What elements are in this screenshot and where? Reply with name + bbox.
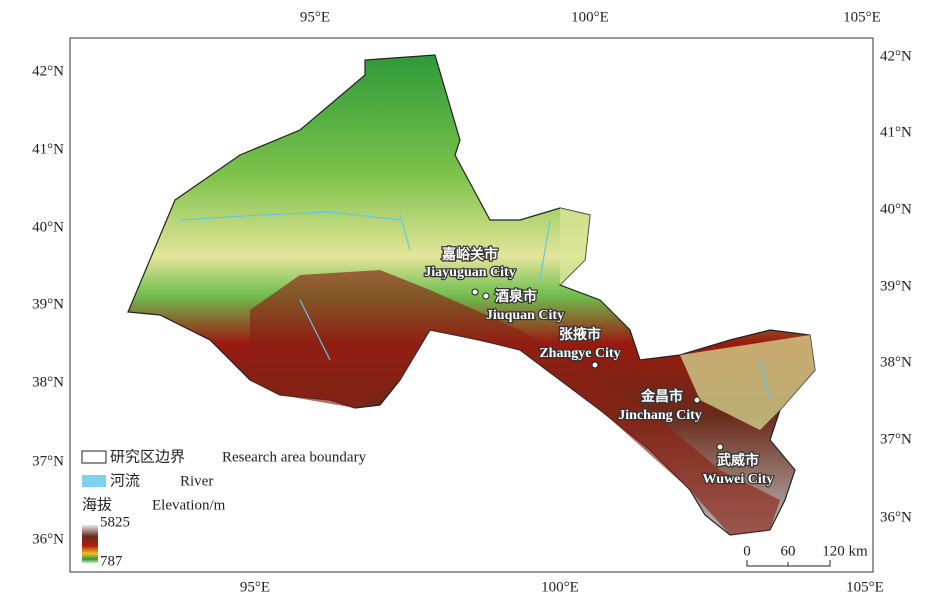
city-dot <box>591 361 599 369</box>
lon-label: 105°E <box>846 579 884 595</box>
lat-label: 40°N <box>32 219 64 235</box>
lon-label: 95°E <box>300 9 330 25</box>
map-frame <box>69 37 874 573</box>
lat-label: 41°N <box>880 124 912 140</box>
scale-label: 0 <box>743 543 751 559</box>
lat-label: 37°N <box>880 431 912 447</box>
lon-label: 105°E <box>843 9 881 25</box>
scale-label: 120 km <box>822 543 868 559</box>
lat-label: 38°N <box>880 354 912 370</box>
city-en: Wuwei City <box>703 472 774 487</box>
legend-label: Elevation/m <box>152 497 226 513</box>
elevation-max: 5825 <box>100 514 130 530</box>
legend-label: 海拔 <box>82 496 112 513</box>
lon-label: 95°E <box>240 579 270 595</box>
city-en: Zhangye City <box>539 346 620 361</box>
lon-label: 100°E <box>571 9 609 25</box>
lat-label: 40°N <box>880 201 912 217</box>
lon-label: 100°E <box>541 579 579 595</box>
elevation-bar <box>82 525 98 563</box>
elevation-min: 787 <box>100 553 123 569</box>
lat-label: 39°N <box>32 296 64 312</box>
city-zh: 张掖市 <box>559 326 601 343</box>
cities: 嘉峪关市 Jiayuguan City 酒泉市 Jiuquan City 张掖市… <box>423 245 775 489</box>
lat-label: 42°N <box>880 48 912 64</box>
lat-label: 38°N <box>32 374 64 390</box>
city-en: Jiayuguan City <box>424 265 515 280</box>
scale-bar: 0 60 120 km <box>743 543 868 567</box>
legend: 研究区边界 Research area boundary 河流 River 海拔… <box>81 448 367 569</box>
legend-label: Research area boundary <box>222 449 367 465</box>
plain <box>560 208 815 430</box>
city-zh: 武威市 <box>717 452 759 469</box>
rivers <box>179 211 771 401</box>
city-dot <box>693 396 701 404</box>
scale-label: 60 <box>781 543 796 559</box>
legend-label: 河流 <box>110 472 140 489</box>
city-en: Jiuquan City <box>486 308 564 323</box>
legend-label: River <box>180 473 213 489</box>
city-en: Jinchang City <box>618 408 702 423</box>
lat-label: 39°N <box>880 278 912 294</box>
river-swatch <box>82 475 106 487</box>
lat-label: 42°N <box>32 63 64 79</box>
city-zh: 嘉峪关市 <box>441 246 498 263</box>
mountain-belt <box>250 270 780 535</box>
legend-label: 研究区边界 <box>110 448 185 465</box>
city-dot <box>716 443 724 451</box>
graticule-labels: 95°E 100°E 105°E 95°E 100°E 105°E 42°N 4… <box>32 9 912 595</box>
lat-label: 37°N <box>32 453 64 469</box>
city-dot <box>471 288 479 296</box>
lat-label: 36°N <box>32 531 64 547</box>
scale-line <box>746 560 831 567</box>
city-zh: 金昌市 <box>640 388 683 405</box>
city-zh: 酒泉市 <box>495 288 537 305</box>
city-dot <box>482 292 490 300</box>
lat-label: 36°N <box>880 509 912 525</box>
lat-label: 41°N <box>32 141 64 157</box>
boundary-swatch <box>81 450 107 464</box>
